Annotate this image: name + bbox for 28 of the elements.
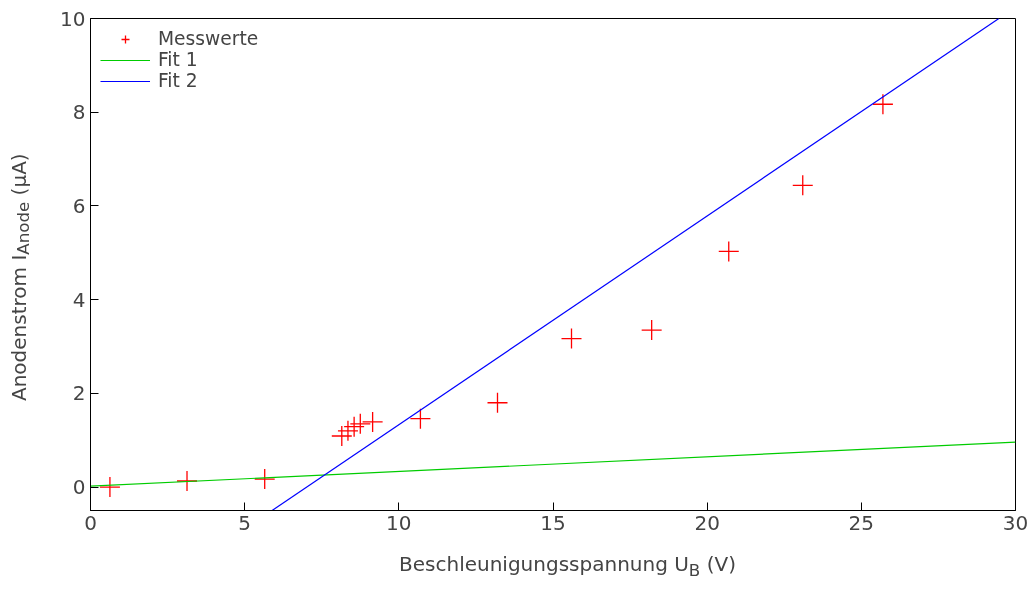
- point: [176, 470, 198, 492]
- point: [792, 174, 814, 196]
- point: [641, 319, 663, 341]
- point: [99, 476, 121, 498]
- x-tick-label: 25: [848, 510, 875, 535]
- point: [486, 392, 509, 414]
- point: [337, 420, 359, 442]
- point: [560, 327, 583, 350]
- point: [718, 240, 740, 263]
- x-tick-label: 30: [1002, 510, 1029, 535]
- y-tick-label: 4: [72, 287, 86, 312]
- point: [361, 411, 384, 433]
- point: [349, 413, 371, 435]
- x-tick-label: 20: [694, 510, 720, 535]
- x-tick-label: 15: [540, 510, 566, 535]
- x-axis-title: Beschleunigungsspannung U$_{B}$ (V): [399, 551, 736, 582]
- x-tick-label: 5: [238, 510, 252, 535]
- legend-label: Fit 2: [158, 70, 198, 91]
- x-tick-label: 10: [386, 510, 412, 535]
- legend-label: Fit 1: [158, 49, 198, 70]
- y-tick-label: 10: [60, 6, 86, 31]
- y-tick-label: 6: [72, 193, 86, 218]
- legend-label: Messwerte: [158, 28, 259, 49]
- y-tick-label: 0: [72, 475, 86, 500]
- y-tick-label: 8: [72, 100, 86, 125]
- point: [254, 468, 276, 490]
- point: [872, 93, 894, 115]
- y-tick-label: 2: [72, 381, 86, 406]
